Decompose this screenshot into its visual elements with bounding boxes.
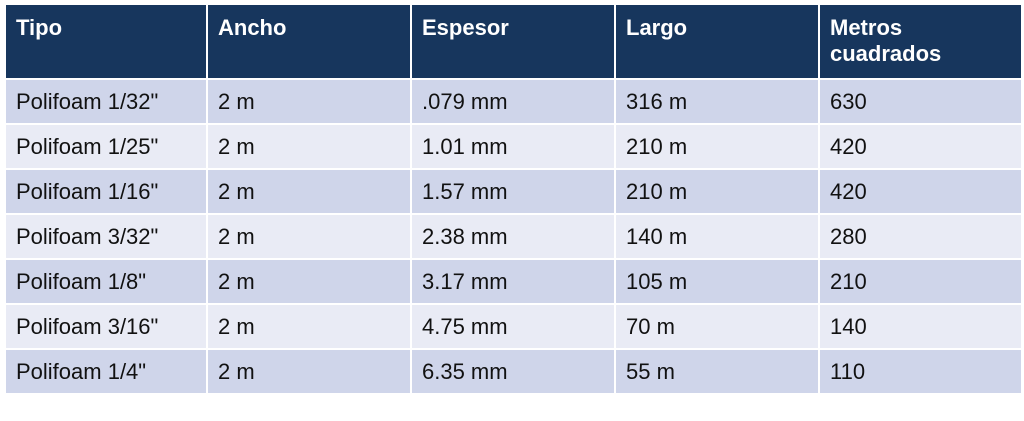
table-cell: 2 m	[206, 348, 412, 395]
table-cell: 105 m	[614, 258, 820, 305]
table-cell: 210	[818, 258, 1023, 305]
table-cell: Polifoam 1/16"	[4, 168, 208, 215]
table-row: Polifoam 1/8" 2 m 3.17 mm 105 m 210	[4, 258, 1023, 305]
table-row: Polifoam 1/32" 2 m .079 mm 316 m 630	[4, 78, 1023, 125]
table-cell: 1.57 mm	[410, 168, 616, 215]
table-cell: 420	[818, 168, 1023, 215]
table-cell: 110	[818, 348, 1023, 395]
table-cell: 2.38 mm	[410, 213, 616, 260]
column-header: Metros cuadrados	[818, 3, 1023, 80]
table-cell: 2 m	[206, 168, 412, 215]
table-cell: 316 m	[614, 78, 820, 125]
table-cell: 210 m	[614, 168, 820, 215]
table-cell: 2 m	[206, 303, 412, 350]
column-header: Tipo	[4, 3, 208, 80]
table-cell: 3.17 mm	[410, 258, 616, 305]
table-cell: 210 m	[614, 123, 820, 170]
table-cell: .079 mm	[410, 78, 616, 125]
table-row: Polifoam 1/4" 2 m 6.35 mm 55 m 110	[4, 348, 1023, 395]
column-header: Largo	[614, 3, 820, 80]
table-cell: 6.35 mm	[410, 348, 616, 395]
column-header: Ancho	[206, 3, 412, 80]
table-cell: 55 m	[614, 348, 820, 395]
table-cell: 2 m	[206, 123, 412, 170]
table-cell: 2 m	[206, 258, 412, 305]
table-cell: 140	[818, 303, 1023, 350]
table-cell: 2 m	[206, 213, 412, 260]
table-row: Polifoam 3/32" 2 m 2.38 mm 140 m 280	[4, 213, 1023, 260]
table-row: Polifoam 1/16" 2 m 1.57 mm 210 m 420	[4, 168, 1023, 215]
table-cell: Polifoam 3/32"	[4, 213, 208, 260]
table-row: Polifoam 3/16" 2 m 4.75 mm 70 m 140	[4, 303, 1023, 350]
table-cell: Polifoam 1/25"	[4, 123, 208, 170]
table-cell: 1.01 mm	[410, 123, 616, 170]
table-cell: 630	[818, 78, 1023, 125]
table-cell: 4.75 mm	[410, 303, 616, 350]
table-row: Polifoam 1/25" 2 m 1.01 mm 210 m 420	[4, 123, 1023, 170]
table-cell: Polifoam 1/32"	[4, 78, 208, 125]
table-cell: Polifoam 1/4"	[4, 348, 208, 395]
header-row: Tipo Ancho Espesor Largo Metros cuadrados	[4, 3, 1023, 80]
table-cell: 70 m	[614, 303, 820, 350]
table-cell: Polifoam 1/8"	[4, 258, 208, 305]
table-cell: 280	[818, 213, 1023, 260]
table-cell: 420	[818, 123, 1023, 170]
column-header: Espesor	[410, 3, 616, 80]
data-table: Tipo Ancho Espesor Largo Metros cuadrados Po…	[4, 3, 1023, 395]
table-body: Polifoam 1/32" 2 m .079 mm 316 m 630 Polifoam…	[4, 78, 1023, 395]
table-cell: Polifoam 3/16"	[4, 303, 208, 350]
table-cell: 140 m	[614, 213, 820, 260]
table-cell: 2 m	[206, 78, 412, 125]
